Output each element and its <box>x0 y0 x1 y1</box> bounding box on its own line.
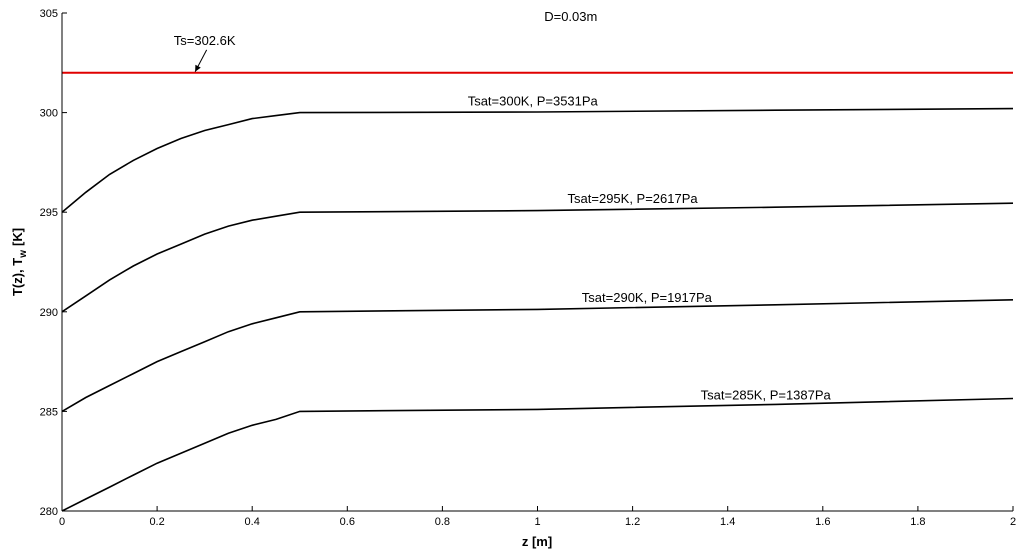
annotation-label-1: Ts=302.6K <box>174 33 236 48</box>
x-tick-label: 0 <box>59 516 65 528</box>
x-tick-label: 1.2 <box>625 516 640 528</box>
y-tick-label: 280 <box>40 506 58 518</box>
x-tick-label: 0.6 <box>340 516 355 528</box>
series-line-3 <box>61 299 1014 413</box>
y-tick-label: 285 <box>40 406 58 418</box>
y-ticks: 280 285 290 295 300 305 <box>40 8 67 518</box>
annotations: D=0.03m Ts=302.6K Tsat=300K, P=3531Pa Tsat=… <box>174 9 832 402</box>
series-line-4 <box>61 397 1014 512</box>
x-tick-label: 1 <box>534 516 540 528</box>
annotation-label-5: Tsat=285K, P=1387Pa <box>701 387 832 402</box>
annotation-label-0: D=0.03m <box>544 9 597 24</box>
x-tick-label: 0.4 <box>245 516 260 528</box>
x-tick-label: 2 <box>1010 516 1016 528</box>
series-line-2 <box>61 202 1014 313</box>
x-tick-label: 0.8 <box>435 516 450 528</box>
x-tick-label: 1.4 <box>720 516 735 528</box>
y-axis-label: T(z), Tw [K] <box>10 228 29 296</box>
y-axis-label-unit: [K] <box>10 228 25 246</box>
y-axis-label-subscript: w <box>18 250 29 259</box>
x-tick-label: 1.8 <box>910 516 925 528</box>
annotation-arrow-head <box>195 64 201 72</box>
y-tick-label: 305 <box>40 8 58 20</box>
x-tick-label: 1.6 <box>815 516 830 528</box>
annotation-label-2: Tsat=300K, P=3531Pa <box>468 94 599 109</box>
series-line-1 <box>61 107 1014 213</box>
x-ticks: 0 0.2 0.4 0.6 0.8 1 1.2 1.4 1.6 1.8 2 <box>59 506 1016 528</box>
x-tick-label: 0.2 <box>149 516 164 528</box>
plot-area <box>62 13 1013 511</box>
y-axis-label-main: T(z), T <box>10 258 25 296</box>
annotation-label-3: Tsat=295K, P=2617Pa <box>568 191 699 206</box>
y-tick-label: 295 <box>40 207 58 219</box>
y-tick-label: 300 <box>40 108 58 120</box>
x-axis-label: z [m] <box>522 534 552 549</box>
series-layer <box>61 71 1014 512</box>
annotation-label-4: Tsat=290K, P=1917Pa <box>582 290 713 305</box>
y-tick-label: 290 <box>40 307 58 319</box>
